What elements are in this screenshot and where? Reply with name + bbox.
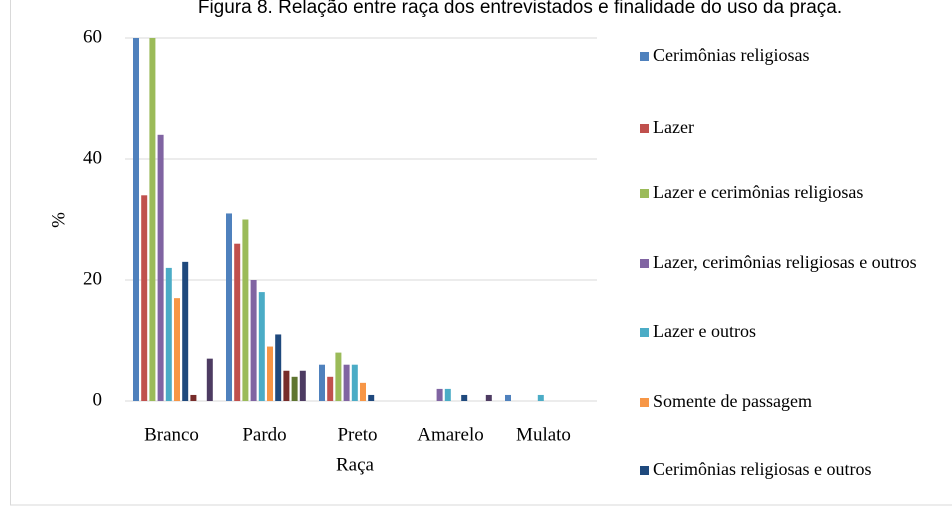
- x-tick-label: Amarelo: [417, 424, 483, 445]
- bar: [319, 364, 325, 401]
- x-tick-label: Pardo: [242, 424, 286, 445]
- bar: [505, 394, 511, 401]
- x-axis-label: Raça: [336, 454, 375, 475]
- bar: [343, 364, 350, 401]
- bar: [436, 388, 443, 401]
- bar: [327, 376, 334, 401]
- bar: [275, 334, 282, 401]
- legend-label: Lazer, cerimônias religiosas e outros: [653, 252, 917, 272]
- legend-label: Cerimônias religiosas: [653, 45, 810, 65]
- bar: [267, 346, 273, 401]
- bar: [133, 38, 139, 401]
- y-tick-label: 40: [83, 147, 102, 168]
- bar: [242, 219, 249, 401]
- legend-swatch: [640, 189, 649, 198]
- legend-swatch: [640, 398, 649, 407]
- legend-label: Lazer e outros: [653, 321, 756, 341]
- bar: [335, 352, 342, 401]
- legend-swatch: [640, 259, 649, 268]
- bar: [206, 358, 213, 401]
- legend-swatch: [640, 328, 649, 337]
- bar: [360, 382, 366, 401]
- bar: [537, 394, 544, 401]
- y-tick-label: 0: [93, 389, 103, 410]
- bar: [226, 213, 232, 401]
- bar: [250, 280, 257, 401]
- bar: [149, 38, 156, 401]
- legend-item: Lazer, cerimônias religiosas e outros: [640, 249, 943, 276]
- bar: [141, 195, 148, 401]
- bar: [368, 394, 375, 401]
- bar: [157, 134, 164, 402]
- legend-item: Lazer: [640, 114, 943, 141]
- x-tick-label: Branco: [144, 424, 199, 445]
- chart-title: Figura 8. Relação entre raça dos entrevi…: [198, 0, 842, 18]
- bar: [174, 298, 180, 401]
- bar: [190, 394, 197, 401]
- legend-label: Lazer: [653, 117, 694, 137]
- legend-label: Cerimônias religiosas e outros: [653, 459, 872, 479]
- bar: [182, 261, 189, 401]
- legend-item: Lazer e cerimônias religiosas: [640, 179, 943, 206]
- bar: [291, 376, 298, 401]
- bar: [234, 243, 241, 401]
- legend-item: Cerimônias religiosas: [640, 42, 943, 69]
- bar: [258, 292, 265, 401]
- bar: [485, 394, 492, 401]
- chart-border: [10, 0, 952, 506]
- bar: [299, 370, 306, 401]
- legend-item: Somente de passagem: [640, 388, 943, 415]
- y-tick-label: 60: [83, 26, 102, 47]
- bar: [444, 388, 451, 401]
- x-tick-label: Mulato: [516, 424, 571, 445]
- legend-swatch: [640, 52, 649, 61]
- bar: [461, 394, 468, 401]
- legend-label: Somente de passagem: [653, 391, 812, 411]
- legend-item: Cerimônias religiosas e outros: [640, 456, 943, 483]
- y-axis-label: %: [48, 212, 69, 228]
- legend-swatch: [640, 466, 649, 475]
- legend-item: Lazer e outros: [640, 318, 943, 345]
- legend-label: Lazer e cerimônias religiosas: [653, 182, 864, 202]
- bar: [283, 370, 290, 401]
- x-tick-label: Preto: [337, 424, 377, 445]
- bar: [165, 267, 172, 401]
- legend-swatch: [640, 124, 649, 133]
- bar: [351, 364, 358, 401]
- y-tick-label: 20: [83, 268, 102, 289]
